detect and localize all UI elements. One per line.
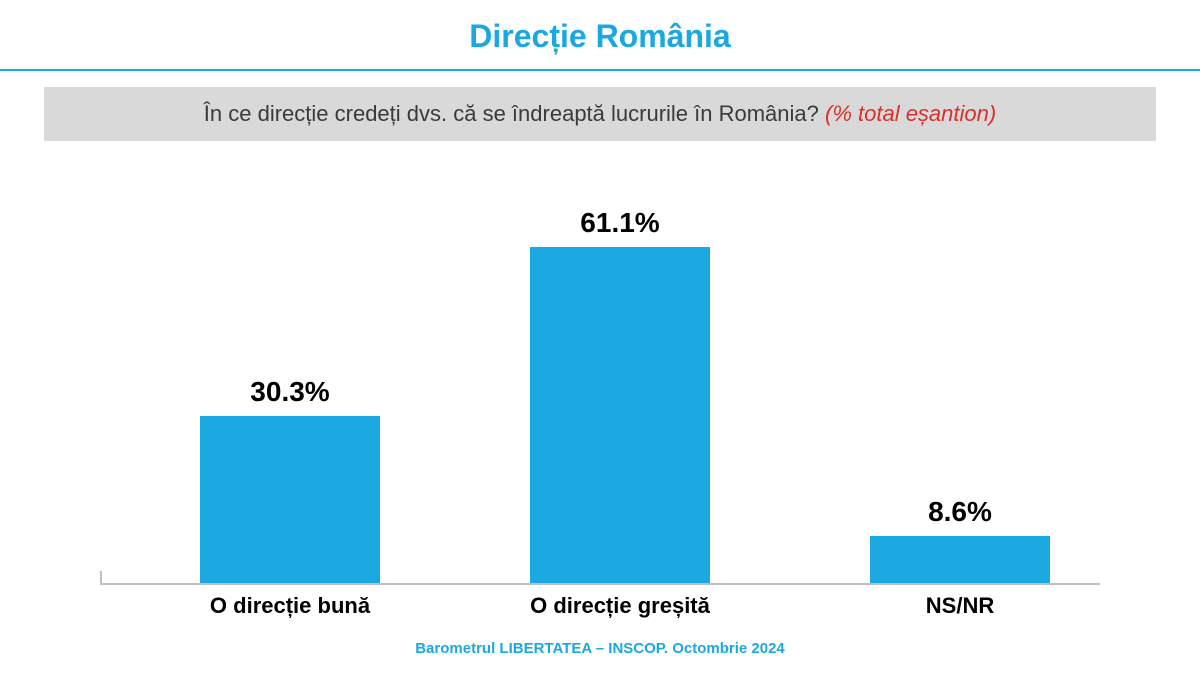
- question-box: În ce direcție credeți dvs. că se îndrea…: [44, 87, 1156, 141]
- bar-value-0: 30.3%: [200, 376, 380, 408]
- bar-value-1: 61.1%: [530, 207, 710, 239]
- chart-area: 30.3% O direcție bună 61.1% O direcție g…: [100, 200, 1100, 585]
- bar-value-2: 8.6%: [870, 496, 1050, 528]
- bar-label-1: O direcție greșită: [470, 583, 770, 619]
- bar-1: [530, 247, 710, 583]
- chart-title: Direcție România: [0, 0, 1200, 69]
- bar-group-1: 61.1% O direcție greșită: [530, 198, 710, 583]
- bar-group-2: 8.6% NS/NR: [870, 198, 1050, 583]
- chart-title-text: Direcție România: [469, 18, 730, 54]
- footer-text: Barometrul LIBERTATEA – INSCOP. Octombri…: [0, 640, 1200, 657]
- bar-label-0: O direcție bună: [140, 583, 440, 619]
- bar-group-0: 30.3% O direcție bună: [200, 198, 380, 583]
- title-divider: [0, 69, 1200, 71]
- question-note: (% total eșantion): [825, 101, 996, 126]
- bar-0: [200, 416, 380, 583]
- question-text: În ce direcție credeți dvs. că se îndrea…: [204, 101, 825, 126]
- bar-2: [870, 536, 1050, 583]
- bar-label-2: NS/NR: [810, 583, 1110, 619]
